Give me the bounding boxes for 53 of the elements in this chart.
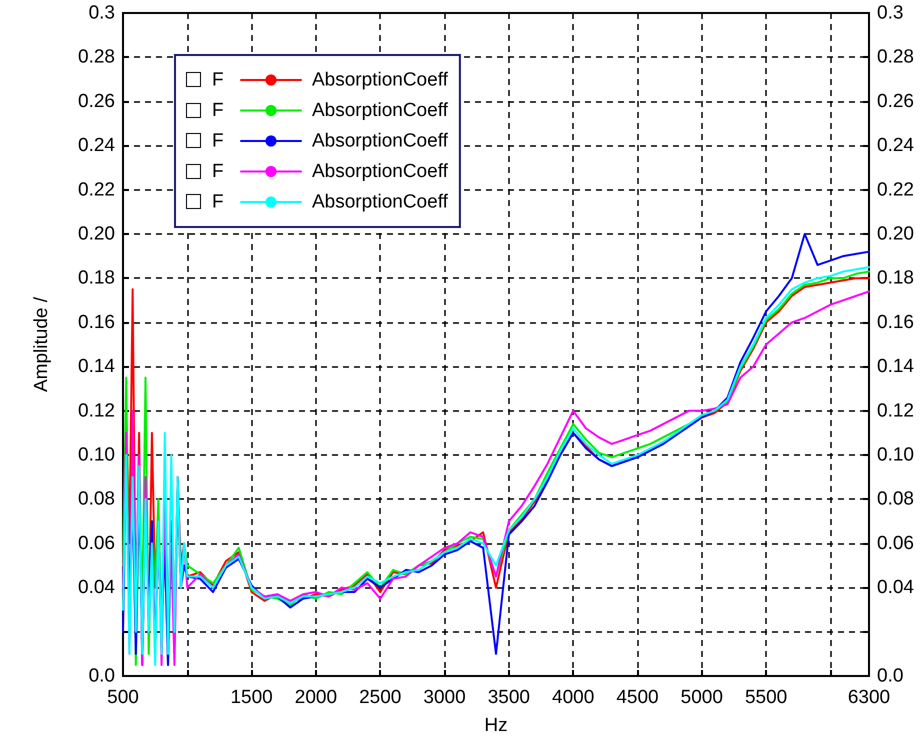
- y-tick-label: 0.0: [88, 666, 115, 686]
- legend-label: AbsorptionCoeff: [312, 130, 449, 152]
- y-tick-label: 0.10: [78, 444, 115, 466]
- y2-tick-label: 0.28: [877, 46, 914, 68]
- y-tick-label: 0.24: [78, 135, 116, 156]
- x-tick-label: 3000: [423, 687, 466, 708]
- legend-label: AbsorptionCoeff: [312, 192, 449, 212]
- y-tick-label: 0.04: [78, 577, 116, 598]
- y-tick-label: 0.26: [78, 90, 115, 112]
- y-tick-label: 0.08: [78, 488, 115, 510]
- y2-tick-label: 0.24: [877, 135, 914, 156]
- annotation: F: [212, 192, 224, 212]
- x-tick-label: 2000: [294, 687, 338, 708]
- y2-tick-label: 0.04: [877, 577, 914, 598]
- y2-tick-label: 0.22: [877, 179, 914, 200]
- legend-label: AbsorptionCoeff: [312, 100, 449, 121]
- y-tick-label: 0.20: [78, 224, 115, 244]
- y2-tick-label: 0.3: [877, 2, 904, 24]
- y2-tick-label: 0.20: [877, 224, 914, 244]
- x-tick-label: 4000: [552, 687, 594, 708]
- x-tick-label: 2500: [359, 687, 402, 708]
- y-tick-label: 0.18: [78, 268, 115, 289]
- y2-tick-label: 0.12: [877, 400, 914, 422]
- y2-tick-label: 0.26: [877, 90, 914, 112]
- x-tick-label: 3500: [488, 687, 530, 708]
- x-tick-label: 6300: [848, 687, 890, 708]
- y2-tick-label: 0.18: [877, 268, 914, 289]
- y-tick-label: 0.22: [78, 179, 115, 200]
- y2-tick-label: 0.0: [877, 666, 904, 686]
- x-tick-label: 1500: [230, 687, 273, 708]
- y-tick-label: 0.28: [78, 46, 115, 68]
- y2-tick-label: 0.16: [877, 312, 914, 333]
- x-tick-label: 500: [107, 687, 139, 708]
- y-tick-label: 0.3: [88, 2, 115, 24]
- legend-label: AbsorptionCoeff: [312, 70, 449, 90]
- y-axis-title: Amplitude /: [31, 296, 52, 392]
- annotation: F: [212, 70, 224, 90]
- x-tick-label: 4500: [616, 687, 659, 708]
- x-tick-label: 5500: [744, 687, 788, 708]
- legend-label: AbsorptionCoeff: [312, 161, 449, 182]
- annotation: F: [212, 130, 224, 152]
- y2-tick-label: 0.14: [877, 356, 914, 378]
- x-tick-label: 5000: [680, 687, 723, 708]
- annotation: F: [212, 161, 224, 182]
- y-tick-label: 0.14: [78, 356, 116, 378]
- annotation: F: [212, 100, 224, 121]
- x-axis-title: Hz: [484, 715, 508, 736]
- y-tick-label: 0.16: [78, 312, 115, 333]
- y-tick-label: 0.06: [78, 532, 115, 554]
- y-tick-label: 0.12: [78, 400, 115, 422]
- y2-tick-label: 0.06: [877, 532, 914, 554]
- y2-tick-label: 0.10: [877, 444, 914, 466]
- y2-tick-label: 0.08: [877, 488, 914, 510]
